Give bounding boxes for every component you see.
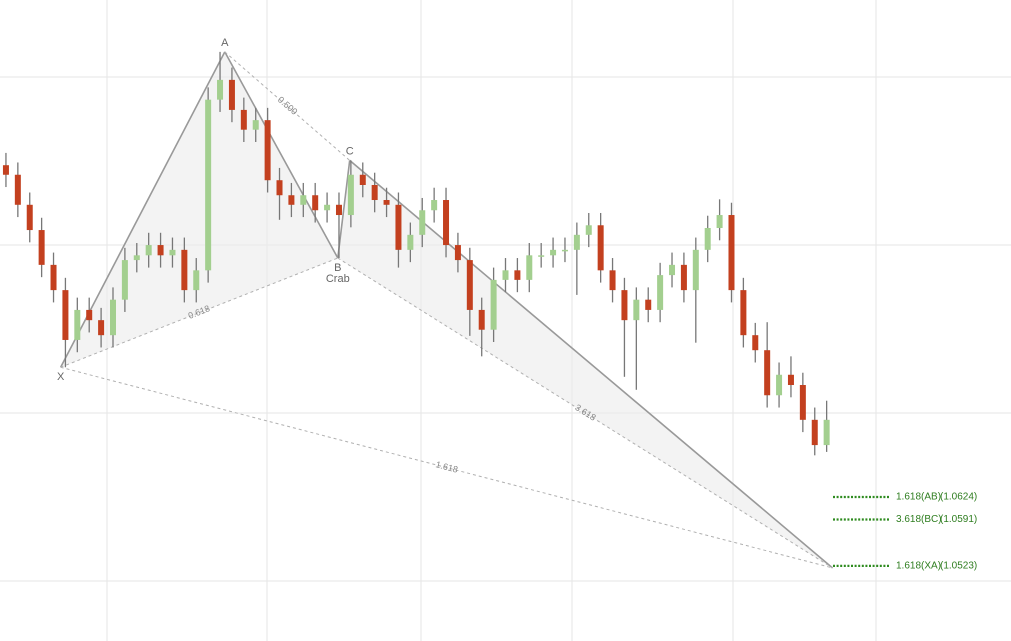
candle-body [609,270,616,291]
candle-body [145,245,152,256]
pattern-leg [349,159,834,569]
candle-body [764,350,771,396]
candle-body [312,195,319,211]
candle-body [300,195,307,205]
candle-body [799,385,806,420]
level-name: 1.618(AB) [896,492,941,503]
candle-body [776,374,783,396]
level-name: 1.618(XA) [896,561,941,572]
point-label: C [346,145,354,157]
candle-body [466,260,473,310]
ratio-line [60,257,338,368]
candle-body [157,245,164,256]
candle-body [526,255,533,280]
candle-body [645,299,652,310]
candle-body [811,419,818,446]
candle-body [716,215,723,229]
candle-body [50,264,57,291]
point-label: X [57,371,65,383]
candle-body [371,184,378,201]
candle-body [181,249,188,291]
level-value: (1.0624) [940,492,977,503]
pattern-leg [224,51,339,259]
levels: 1.618(AB)(1.0624) 3.618(BC)(1.0591) 1.618(… [833,492,977,572]
candle-body [680,264,687,291]
candle-body [633,299,640,321]
point-label: B [334,262,341,274]
candle-body [550,249,557,256]
pattern-name: Crab [326,273,350,285]
candle-body [561,249,568,252]
candle-body [335,204,342,216]
candle-body [109,299,116,336]
pattern-area [337,160,833,568]
ratio-label: 0.500 [276,95,300,117]
candle-body [205,99,212,271]
candle-body [228,79,235,110]
candle-body [276,180,283,196]
candle-body [169,249,176,256]
candle-body [395,204,402,250]
candle-body [740,290,747,336]
candle-body [787,374,794,386]
candle-body [240,109,247,130]
candle-body [585,225,592,235]
candle-body [573,234,580,250]
level-name: 3.618(BC) [896,514,942,525]
candle-body [621,290,628,321]
candle-body [514,270,521,280]
candle-body [74,309,81,340]
ratio-label: 1.618 [435,459,459,474]
level-value: (1.0523) [940,561,977,572]
candle-body [252,120,259,130]
candle-body [62,290,69,340]
candle-body [193,270,200,291]
candle-body [597,225,604,271]
candle-body [490,279,497,330]
candle-body [264,120,271,181]
candle-body [86,309,93,321]
candle-body [133,255,140,261]
candle-body [14,174,21,205]
candle-body [38,230,45,265]
candle-body [478,309,485,330]
candle-body [419,210,426,235]
point-labels: X A B C Crab [57,37,354,383]
ratio-line [60,366,833,569]
candle-body [431,200,438,211]
candle-body [657,275,664,310]
candle-body [752,335,759,351]
candles [2,51,830,456]
candle-body [26,204,33,231]
candle-body [324,204,331,211]
candle-body [823,419,830,446]
candle-body [669,264,676,276]
candle-body [288,195,295,205]
candle-body [98,320,105,336]
candle-body [383,200,390,205]
candle-body [692,249,699,291]
candle-body [728,215,735,291]
candle-body [502,270,509,280]
candle-body [704,228,711,250]
point-label: A [221,37,229,49]
candle-body [443,200,450,246]
pattern-leg [336,160,351,259]
ratio-line [337,257,833,569]
pattern-area [60,51,338,368]
candle-body [454,245,461,261]
candle-body [359,174,366,185]
level-value: (1.0591) [940,514,977,525]
candle-body [407,234,414,250]
candle-body [538,255,545,257]
candle-body [2,165,9,175]
candle-body [347,174,354,216]
candle-body [121,260,128,300]
candle-body [217,79,224,100]
